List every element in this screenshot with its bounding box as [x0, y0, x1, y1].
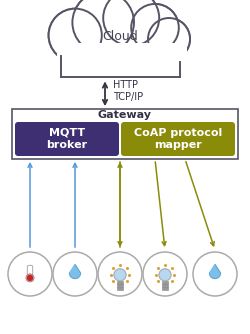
- Circle shape: [49, 9, 101, 61]
- Polygon shape: [210, 265, 220, 279]
- Bar: [162, 281, 168, 284]
- Circle shape: [8, 252, 52, 296]
- Bar: [12, 109, 238, 159]
- Bar: [117, 284, 123, 287]
- Circle shape: [48, 9, 102, 62]
- Text: MQTT
broker: MQTT broker: [46, 128, 88, 150]
- Polygon shape: [70, 265, 80, 279]
- Bar: [117, 281, 123, 284]
- Circle shape: [193, 252, 237, 296]
- Text: CoAP protocol
mapper: CoAP protocol mapper: [134, 128, 222, 150]
- Circle shape: [104, 0, 158, 45]
- Text: Cloud: Cloud: [102, 29, 138, 42]
- FancyBboxPatch shape: [15, 122, 119, 156]
- Circle shape: [148, 18, 190, 60]
- Circle shape: [72, 0, 134, 53]
- Circle shape: [159, 269, 171, 281]
- Circle shape: [53, 252, 97, 296]
- Circle shape: [143, 252, 187, 296]
- FancyBboxPatch shape: [27, 265, 33, 280]
- Circle shape: [131, 4, 179, 51]
- Bar: [162, 287, 168, 290]
- Bar: [162, 284, 168, 287]
- Circle shape: [73, 0, 133, 52]
- Text: Gateway: Gateway: [98, 110, 152, 120]
- Text: HTTP
TCP/IP: HTTP TCP/IP: [113, 80, 143, 102]
- Circle shape: [26, 274, 34, 282]
- FancyBboxPatch shape: [58, 35, 182, 78]
- Circle shape: [114, 269, 126, 281]
- Bar: [57, 43, 187, 78]
- Circle shape: [103, 0, 159, 46]
- Circle shape: [98, 252, 142, 296]
- Circle shape: [149, 19, 189, 59]
- FancyBboxPatch shape: [121, 122, 235, 156]
- Bar: [117, 287, 123, 290]
- Circle shape: [132, 5, 178, 51]
